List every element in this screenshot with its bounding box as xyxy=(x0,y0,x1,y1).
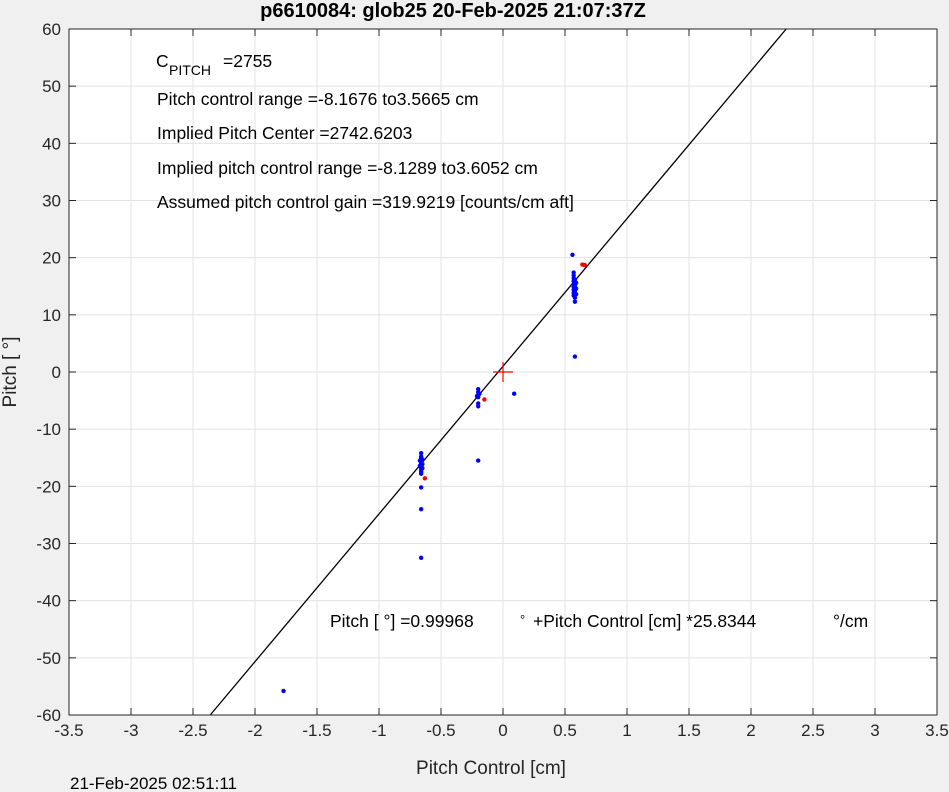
c-pitch-value: =2755 xyxy=(223,51,272,71)
center-marker-layer xyxy=(493,362,513,382)
annotation-implied-range: Implied pitch control range =-8.1289 to3… xyxy=(157,158,538,178)
x-tick-label: 0 xyxy=(498,721,507,740)
data-point xyxy=(476,458,481,463)
data-point xyxy=(418,471,424,476)
x-tick-label: 2 xyxy=(746,721,755,740)
y-tick-label: -20 xyxy=(36,477,61,496)
y-tick-label: 10 xyxy=(42,306,61,325)
data-point xyxy=(572,295,578,300)
x-tick-label: 3.5 xyxy=(925,721,949,740)
y-tick-label: -50 xyxy=(36,649,61,668)
data-point xyxy=(573,292,579,297)
y-tick-label: 30 xyxy=(42,192,61,211)
data-point xyxy=(572,354,578,359)
data-point xyxy=(418,555,424,560)
y-axis-label: Pitch [ °] xyxy=(0,337,21,408)
data-point xyxy=(417,458,423,463)
data-point xyxy=(418,485,424,490)
y-tick-label: -30 xyxy=(36,535,61,554)
y-tick-label: 60 xyxy=(42,20,61,39)
x-tick-label: -2 xyxy=(247,721,262,740)
y-tick-label: -40 xyxy=(36,592,61,611)
annotation-pitch-control-range: Pitch control range =-8.1676 to3.5665 cm xyxy=(157,89,479,109)
y-tick-label: -60 xyxy=(36,706,61,725)
data-point xyxy=(474,393,480,399)
footer-timestamp: 21-Feb-2025 02:51:11 xyxy=(70,774,237,792)
fit-equation-part1: Pitch [ °] =0.99968 xyxy=(330,611,474,631)
x-tick-label: -0.5 xyxy=(426,721,455,740)
data-point xyxy=(422,476,428,481)
x-tick-label: -2.5 xyxy=(178,721,207,740)
x-axis-label: Pitch Control [cm] xyxy=(416,758,566,779)
x-tick-label: 2.5 xyxy=(801,721,825,740)
data-point xyxy=(573,280,579,286)
data-point xyxy=(570,252,575,258)
fit-equation-degree: ° xyxy=(520,612,525,627)
data-point xyxy=(572,277,578,282)
data-points xyxy=(281,252,588,694)
y-tick-label: 40 xyxy=(42,134,61,153)
annotation-c-pitch: C PITCH =2755 xyxy=(156,51,272,78)
chart-title: p6610084: glob25 20-Feb-2025 21:07:37Z xyxy=(260,0,646,22)
data-point xyxy=(476,404,481,409)
data-point xyxy=(573,286,579,291)
x-tick-label: 1 xyxy=(622,721,631,740)
y-tick-label: 20 xyxy=(42,249,61,268)
fit-equation-part3: +Pitch Control [cm] *25.8344 xyxy=(533,611,757,631)
y-tick-label: 0 xyxy=(52,363,61,382)
x-tick-label: -3.5 xyxy=(54,721,83,740)
c-pitch-main: C xyxy=(156,51,169,71)
annotation-implied-pitch-center: Implied Pitch Center =2742.6203 xyxy=(157,123,412,143)
fit-equation-unit: °/cm xyxy=(833,611,868,631)
fit-equation: Pitch [ °] =0.99968 ° +Pitch Control [cm… xyxy=(330,611,868,631)
data-point xyxy=(582,262,588,268)
c-pitch-subscript: PITCH xyxy=(169,62,211,78)
x-tick-label: 0.5 xyxy=(553,721,577,740)
x-tick-label: -1.5 xyxy=(302,721,331,740)
x-tick-label: -1 xyxy=(371,721,386,740)
data-point xyxy=(417,463,423,468)
data-point xyxy=(281,688,286,694)
data-point xyxy=(511,391,517,396)
tick-labels: -3.5 -3 -2.5 -2 -1.5 -1 -0.5 0 0.5 1 1.5 2 2.5 3 3.5 -6… xyxy=(36,20,948,740)
data-point xyxy=(418,507,424,512)
data-point xyxy=(572,299,578,304)
y-tick-label: 50 xyxy=(42,77,61,96)
annotation-gain: Assumed pitch control gain =319.9219 [co… xyxy=(157,192,574,212)
y-tick-label: -10 xyxy=(36,420,61,439)
x-tick-label: -3 xyxy=(123,721,138,740)
x-tick-label: 1.5 xyxy=(677,721,701,740)
data-point xyxy=(418,450,424,456)
x-tick-label: 3 xyxy=(870,721,879,740)
data-point xyxy=(482,397,487,402)
